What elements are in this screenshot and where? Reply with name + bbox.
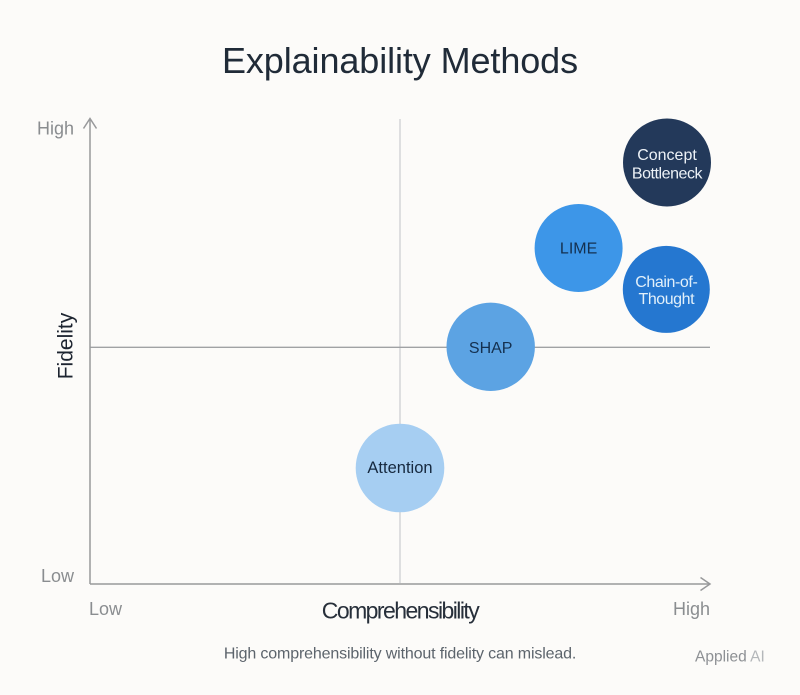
- svg-text:Fidelity: Fidelity: [55, 312, 78, 379]
- svg-text:Concept: Concept: [637, 147, 697, 164]
- svg-text:High: High: [673, 599, 710, 619]
- svg-text:Low: Low: [89, 599, 123, 619]
- svg-text:Thought: Thought: [639, 291, 696, 308]
- svg-text:SHAP: SHAP: [469, 340, 513, 357]
- svg-text:High: High: [37, 119, 74, 139]
- svg-text:Explainability Methods: Explainability Methods: [222, 40, 578, 81]
- svg-text:Comprehensibility: Comprehensibility: [322, 598, 480, 624]
- svg-text:Low: Low: [41, 566, 75, 586]
- svg-text:Bottleneck: Bottleneck: [632, 166, 704, 183]
- svg-text:Attention: Attention: [367, 459, 432, 477]
- svg-text:LIME: LIME: [560, 241, 597, 258]
- svg-text:High comprehensibility without: High comprehensibility without fidelity …: [224, 646, 576, 663]
- svg-text:Applied AI: Applied AI: [695, 649, 765, 666]
- svg-text:Chain-of-: Chain-of-: [635, 274, 697, 291]
